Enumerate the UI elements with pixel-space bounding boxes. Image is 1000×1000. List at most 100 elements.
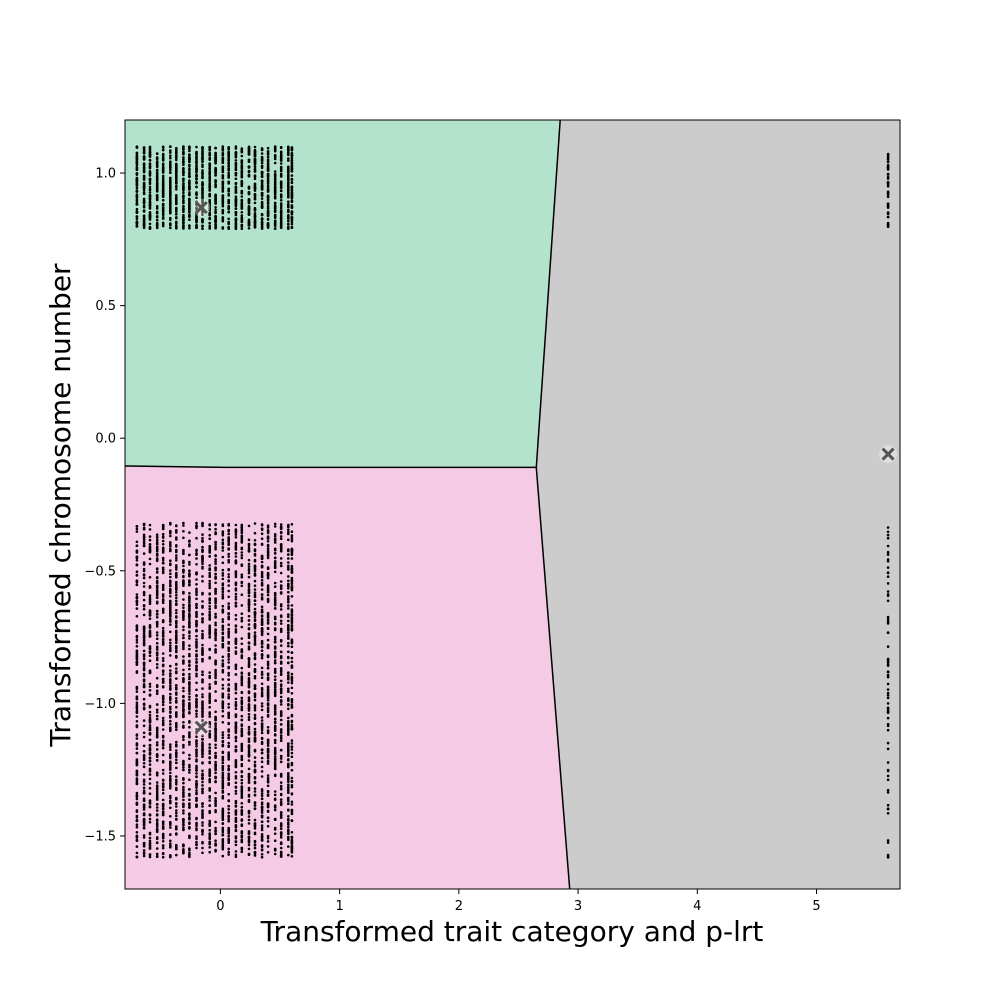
data-point [273, 196, 277, 200]
data-point [234, 581, 238, 584]
data-point [142, 841, 146, 845]
data-point [266, 688, 270, 692]
data-point [253, 652, 257, 655]
data-point [287, 575, 290, 578]
data-point [182, 609, 185, 613]
data-point [253, 687, 257, 690]
data-point [142, 218, 146, 222]
data-point [135, 224, 139, 227]
data-point [142, 849, 146, 852]
data-point [247, 589, 251, 592]
data-point [260, 682, 264, 686]
data-point [247, 594, 251, 598]
data-point [260, 180, 264, 183]
data-point [175, 158, 178, 162]
data-point [221, 659, 225, 662]
data-point [227, 579, 230, 583]
data-point [214, 159, 217, 162]
data-point [287, 168, 290, 172]
data-point [227, 616, 230, 619]
data-point [227, 820, 230, 823]
data-point [266, 547, 270, 550]
data-point [240, 189, 244, 193]
data-point [234, 211, 238, 214]
data-point [188, 695, 191, 699]
data-point [234, 729, 238, 733]
data-point [175, 637, 178, 640]
data-point [253, 781, 257, 785]
data-point [135, 186, 139, 190]
data-point [221, 590, 225, 593]
data-point [195, 611, 198, 615]
data-point [155, 621, 159, 625]
data-point [234, 147, 238, 150]
data-point [227, 552, 230, 556]
data-point [182, 564, 185, 568]
data-point [201, 648, 204, 651]
data-point [188, 725, 191, 729]
data-point [169, 165, 172, 168]
data-point [247, 678, 251, 682]
data-point [175, 725, 178, 729]
data-point [195, 557, 198, 560]
data-point [161, 156, 165, 159]
data-point [155, 787, 159, 791]
data-point [221, 632, 225, 636]
data-point [273, 694, 277, 698]
data-point [175, 700, 178, 703]
data-point [175, 181, 178, 185]
data-point [234, 813, 238, 816]
data-point [273, 585, 277, 588]
data-point [214, 151, 217, 155]
data-point [155, 735, 159, 739]
data-point [260, 765, 264, 769]
data-point [253, 642, 257, 645]
data-point [279, 535, 283, 538]
data-point [195, 655, 198, 658]
data-point [188, 202, 191, 205]
data-point [234, 855, 238, 858]
data-point [175, 743, 178, 746]
data-point [221, 782, 225, 786]
data-point [195, 752, 198, 756]
data-point [247, 549, 251, 553]
data-point [260, 645, 264, 649]
data-point [287, 226, 290, 229]
data-point [253, 801, 257, 804]
data-point [227, 154, 230, 158]
data-point [169, 542, 172, 546]
data-point [279, 831, 283, 834]
data-point [287, 188, 290, 192]
data-point [142, 633, 146, 637]
data-point [260, 844, 264, 847]
data-point [240, 575, 244, 579]
data-point [155, 581, 159, 585]
data-point [287, 148, 290, 152]
data-point [260, 641, 264, 645]
data-point [253, 790, 257, 793]
data-point [287, 557, 290, 560]
data-point [279, 213, 283, 217]
data-point [175, 655, 178, 658]
data-point [227, 573, 230, 576]
data-point [135, 549, 139, 552]
data-point [188, 778, 191, 781]
data-point [142, 643, 146, 647]
data-point [221, 733, 225, 737]
data-point [247, 201, 251, 205]
data-point [161, 539, 165, 543]
data-point [240, 195, 244, 198]
data-point [135, 687, 139, 691]
data-point [208, 586, 211, 590]
data-point [266, 824, 270, 828]
data-point [169, 754, 172, 758]
data-point [260, 175, 264, 179]
data-point [260, 202, 264, 205]
data-point [240, 534, 244, 538]
data-point [214, 722, 217, 725]
data-point [260, 676, 264, 679]
data-point [214, 634, 217, 637]
data-point [240, 184, 244, 188]
data-point [253, 818, 257, 822]
data-point [155, 818, 159, 821]
